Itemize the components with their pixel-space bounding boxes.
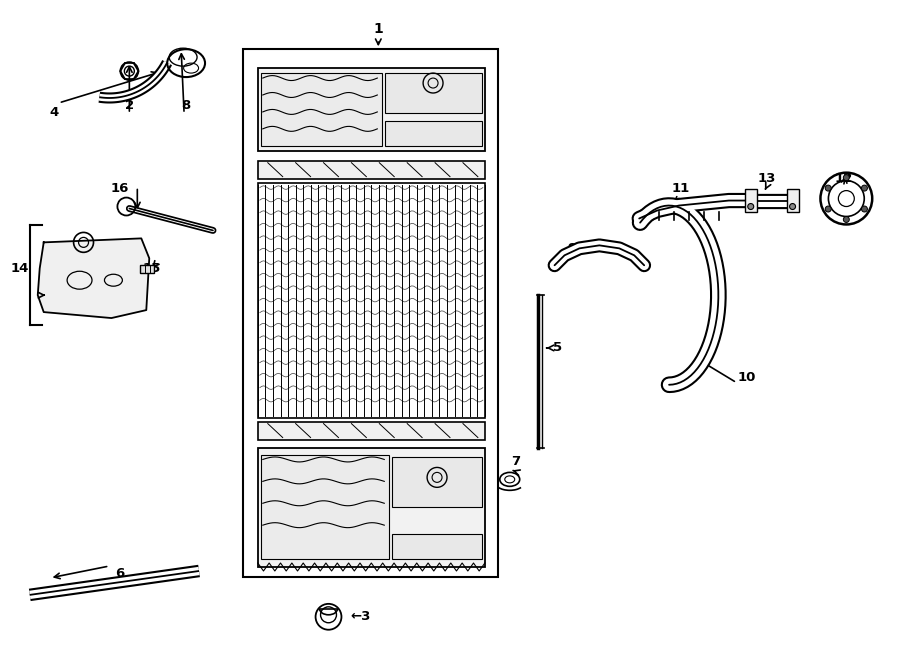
Bar <box>385 73 482 113</box>
Circle shape <box>825 206 832 212</box>
Circle shape <box>789 204 796 210</box>
Text: 4: 4 <box>49 106 58 120</box>
Bar <box>385 121 482 146</box>
Text: 6: 6 <box>115 568 124 580</box>
Circle shape <box>843 217 850 223</box>
Circle shape <box>748 204 753 210</box>
Bar <box>261 73 382 146</box>
Text: 9: 9 <box>567 242 576 255</box>
Polygon shape <box>38 239 149 318</box>
Circle shape <box>843 175 850 180</box>
Bar <box>261 455 390 559</box>
Text: 15: 15 <box>142 262 160 275</box>
Text: 5: 5 <box>553 342 562 354</box>
Bar <box>257 422 485 440</box>
Text: 10: 10 <box>738 371 756 384</box>
Bar <box>243 49 498 577</box>
Text: 16: 16 <box>110 182 129 195</box>
Bar <box>257 447 485 567</box>
Bar <box>392 457 482 507</box>
Text: 2: 2 <box>125 99 134 112</box>
FancyBboxPatch shape <box>140 265 154 273</box>
Bar <box>257 161 485 178</box>
Text: 8: 8 <box>182 99 191 112</box>
Bar <box>787 188 798 212</box>
Polygon shape <box>257 68 485 151</box>
Text: ←3: ←3 <box>350 610 371 623</box>
Text: 7: 7 <box>511 455 520 468</box>
Bar <box>392 534 482 559</box>
Bar <box>257 68 485 151</box>
Bar <box>745 188 757 212</box>
Text: 13: 13 <box>758 172 776 185</box>
Text: 11: 11 <box>672 182 690 195</box>
Text: 1: 1 <box>374 22 383 36</box>
Text: 12: 12 <box>834 172 852 185</box>
Circle shape <box>861 206 868 212</box>
Circle shape <box>825 185 832 191</box>
Circle shape <box>861 185 868 191</box>
Bar <box>257 182 485 418</box>
Text: 14: 14 <box>11 262 29 275</box>
